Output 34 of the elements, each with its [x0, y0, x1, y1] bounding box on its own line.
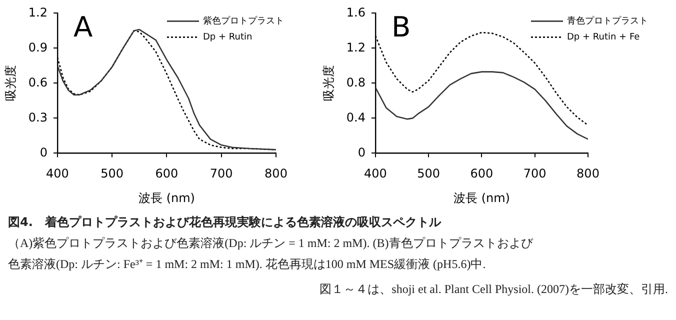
legend-label: 紫色プロトプラスト	[203, 16, 284, 27]
x-axis-title: 波長 (nm)	[454, 190, 510, 205]
y-tick-label: 1.2	[28, 5, 48, 20]
x-axis-title: 波長 (nm)	[138, 190, 195, 205]
chart-title: A	[73, 10, 93, 44]
x-tick-label: 800	[576, 166, 600, 181]
y-tick-label: 1.2	[346, 40, 366, 54]
x-tick-label: 500	[100, 166, 124, 181]
y-axis-title: 吸光度	[3, 65, 18, 102]
y-tick-label: 0	[40, 145, 48, 160]
legend-label: Dp + Rutin	[203, 32, 252, 43]
x-tick-label: 600	[470, 166, 494, 181]
legend-label: 青色プロトプラスト	[567, 16, 648, 27]
caption: 図１～４は、shoji et al. Plant Cell Physiol. (2007)を一部改変、引用.	[318, 281, 668, 298]
x-tick-label: 400	[364, 166, 387, 181]
x-tick-label: 600	[155, 166, 178, 181]
y-axis-title: 吸光度	[321, 65, 336, 102]
y-tick-label: 0.4	[346, 110, 366, 124]
y-tick-label: 0.8	[346, 75, 366, 90]
chart-title: B	[391, 10, 411, 44]
y-tick-label: 0.6	[28, 75, 48, 90]
x-tick-label: 700	[523, 166, 546, 181]
x-tick-label: 700	[210, 166, 233, 181]
text: 色素溶液(Dp: ルチン: Fe³⁺ = 1 mM: 2 mM: 1 mM). 花色再現は100 mM MES緩衝液 (pH5.6)中.	[8, 256, 487, 273]
caption: 図4. 着色プロトプラストおよび花色再現実験による色素溶液の吸収スペクトル	[8, 214, 442, 231]
legend-label: Dp + Rutin + Fe	[567, 32, 640, 43]
text: （A)紫色プロトプラストおよび色素溶液(Dp: ルチン = 1 mM: 2 mM). (B)青色プロトプラストおよび	[8, 235, 534, 252]
x-tick-label: 500	[417, 166, 440, 181]
y-tick-label: 0	[358, 145, 366, 160]
y-tick-label: 0.9	[28, 40, 48, 54]
y-tick-label: 1.6	[346, 5, 366, 20]
y-tick-label: 0.3	[28, 110, 48, 124]
x-tick-label: 800	[264, 166, 288, 181]
x-tick-label: 400	[46, 166, 69, 181]
